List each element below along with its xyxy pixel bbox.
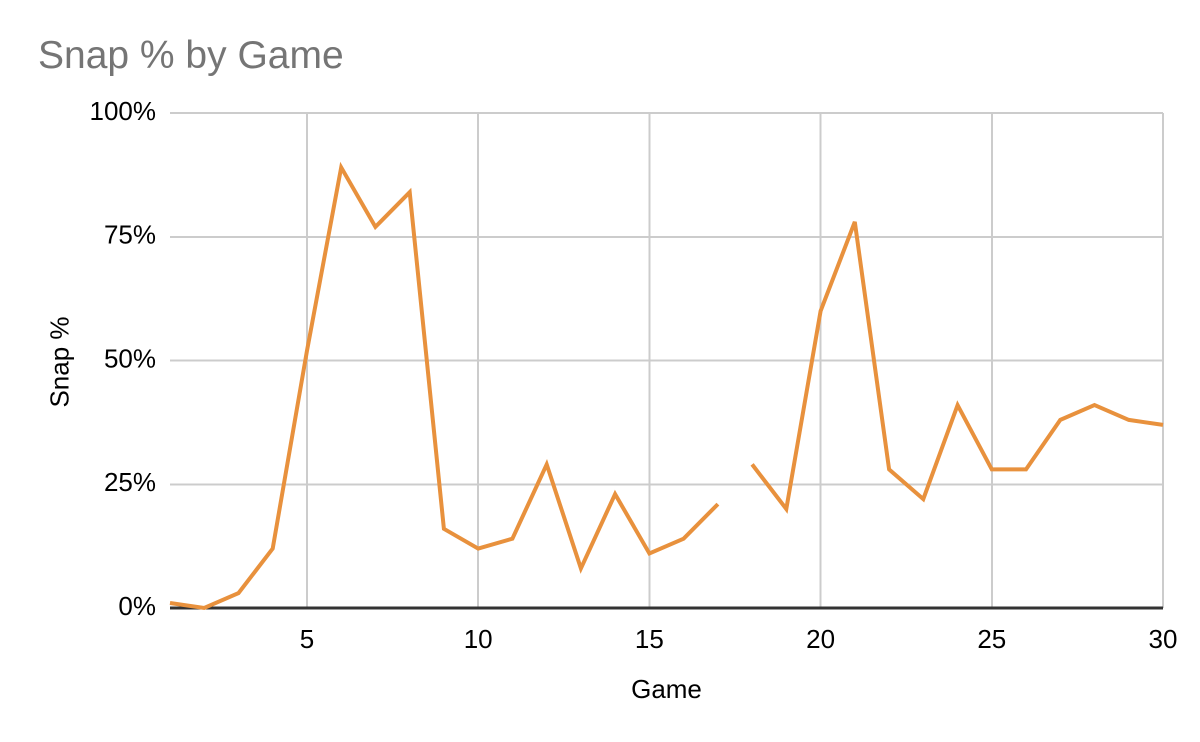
y-axis-title: Snap % [44,316,75,408]
chart-title: Snap % by Game [38,34,344,77]
y-tick-label: 100% [90,96,157,126]
x-axis-title: Game [631,674,702,704]
x-tick-label: 5 [300,624,314,654]
series-line [169,161,1164,611]
x-tick-label: 20 [806,624,835,654]
y-tick-label: 25% [104,467,156,497]
y-tick-label: 75% [104,220,156,250]
x-tick-label: 30 [1149,624,1178,654]
y-tick-label: 0% [118,591,156,621]
x-tick-label: 25 [977,624,1006,654]
x-tick-label: 10 [464,624,493,654]
y-tick-label: 50% [104,343,156,373]
x-tick-label: 15 [635,624,664,654]
